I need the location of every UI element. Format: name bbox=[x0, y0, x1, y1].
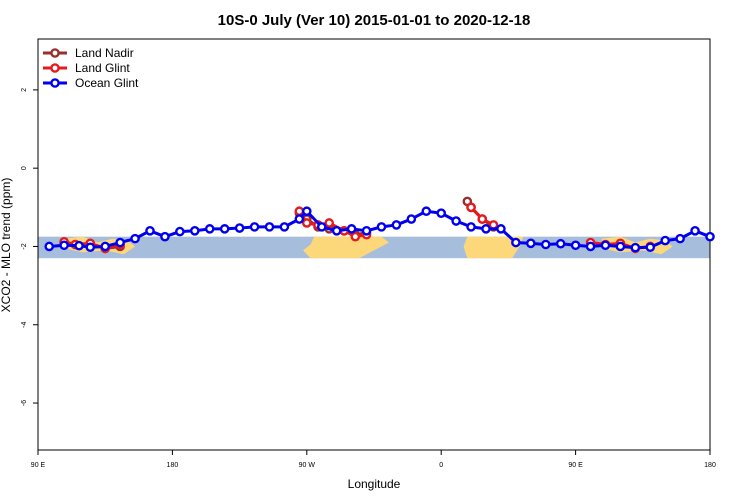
data-point bbox=[160, 231, 170, 242]
y-tick-label: 2 bbox=[21, 88, 28, 92]
data-point bbox=[324, 218, 335, 228]
y-axis-title: XCO2 - MLO trend (ppm) bbox=[0, 178, 13, 313]
legend-item: Land Glint bbox=[43, 61, 130, 75]
data-point bbox=[294, 206, 305, 217]
data-point bbox=[391, 220, 402, 230]
data-point bbox=[406, 214, 417, 224]
axes: 90 E 180 90 W 0 90 E 180 2 0 -2 -4 -6 bbox=[21, 38, 716, 469]
data-point bbox=[570, 240, 581, 251]
data-point bbox=[301, 218, 312, 228]
plot-frame bbox=[37, 38, 711, 451]
x-tick-label: 90 E bbox=[31, 462, 46, 469]
data-point bbox=[350, 231, 361, 242]
chart-title: 10S-0 July (Ver 10) 2015-01-01 to 2020-1… bbox=[218, 12, 531, 29]
y-tick-label: -2 bbox=[21, 243, 28, 249]
data-point bbox=[59, 240, 69, 251]
data-point bbox=[294, 214, 305, 224]
legend-marker bbox=[50, 78, 60, 88]
data-point bbox=[316, 222, 327, 232]
data-point bbox=[466, 222, 476, 232]
data-point bbox=[376, 222, 387, 232]
legend-label: Land Nadir bbox=[75, 46, 134, 60]
legend-marker bbox=[50, 63, 60, 73]
series-ocean-glint bbox=[44, 206, 715, 253]
data-point bbox=[175, 226, 185, 237]
data-point bbox=[74, 240, 84, 251]
y-tick-label: -4 bbox=[21, 322, 28, 328]
legend-label: Ocean Glint bbox=[75, 76, 139, 90]
data-point bbox=[115, 237, 125, 248]
x-tick-label: 180 bbox=[167, 462, 179, 469]
data-point bbox=[331, 225, 342, 236]
x-tick-label: 180 bbox=[704, 462, 716, 469]
data-point bbox=[204, 224, 215, 234]
land-patch bbox=[303, 236, 389, 259]
data-point bbox=[234, 223, 245, 233]
series-line bbox=[49, 209, 711, 250]
legend-item: Ocean Glint bbox=[43, 76, 139, 90]
data-point bbox=[526, 238, 536, 249]
data-point bbox=[630, 242, 641, 253]
data-point bbox=[675, 233, 685, 244]
data-point bbox=[301, 206, 312, 217]
data-point bbox=[219, 224, 230, 234]
data-point bbox=[436, 208, 447, 218]
data-point bbox=[421, 206, 432, 217]
data-point bbox=[264, 222, 275, 232]
x-axis-title: Longitude bbox=[348, 477, 401, 491]
data-point bbox=[279, 222, 290, 232]
x-tick-label: 90 W bbox=[299, 462, 316, 469]
data-point bbox=[511, 237, 521, 248]
data-point bbox=[477, 214, 488, 224]
data-point bbox=[130, 233, 140, 244]
data-point bbox=[189, 225, 200, 236]
x-tick-label: 90 E bbox=[568, 462, 583, 469]
data-point bbox=[346, 224, 357, 234]
data-point bbox=[100, 241, 110, 252]
x-tick-label: 0 bbox=[439, 462, 443, 469]
data-point bbox=[540, 239, 551, 250]
data-point bbox=[145, 225, 155, 236]
y-tick-label: 0 bbox=[21, 166, 28, 170]
y-tick-label: -6 bbox=[21, 400, 28, 406]
legend-label: Land Glint bbox=[75, 61, 130, 75]
data-point bbox=[249, 222, 260, 232]
data-point bbox=[705, 231, 715, 242]
data-point bbox=[451, 216, 461, 226]
land-patch bbox=[463, 236, 524, 259]
data-point bbox=[615, 241, 626, 252]
data-point bbox=[481, 224, 491, 234]
data-point bbox=[496, 224, 506, 234]
data-point bbox=[690, 225, 700, 236]
series-layer bbox=[44, 196, 715, 254]
data-point bbox=[660, 235, 671, 246]
legend-marker bbox=[50, 48, 60, 58]
data-point bbox=[585, 241, 596, 252]
data-point bbox=[44, 241, 55, 252]
data-point bbox=[600, 240, 611, 251]
data-point bbox=[466, 202, 476, 213]
legend-item: Land Nadir bbox=[43, 46, 134, 60]
data-point bbox=[555, 238, 566, 249]
data-point bbox=[645, 242, 656, 253]
data-point bbox=[361, 225, 372, 236]
data-point bbox=[85, 242, 96, 253]
